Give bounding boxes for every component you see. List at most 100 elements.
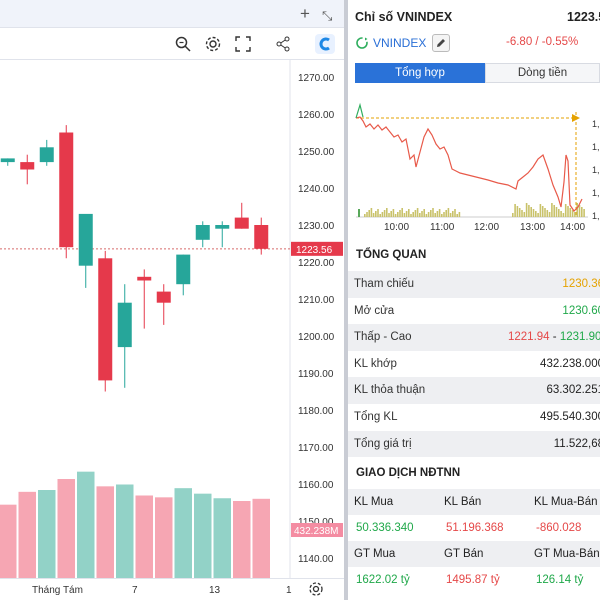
symbol-name[interactable]: VNINDEX xyxy=(373,36,427,50)
volume-bar xyxy=(135,495,153,578)
intraday-price-line xyxy=(355,116,583,212)
intraday-volume-bar xyxy=(416,208,419,217)
settings-gear-icon[interactable] xyxy=(202,33,224,55)
intraday-volume-bar xyxy=(454,209,456,217)
intraday-volume-bar xyxy=(558,209,560,217)
intraday-volume-bar xyxy=(541,206,544,217)
row-value: 1230.60 xyxy=(562,304,600,317)
overview-row-open: Mở cửa 1230.60 xyxy=(348,298,600,325)
high-value: 1231.90 xyxy=(559,331,600,344)
collapse-icon[interactable]: ⤡ xyxy=(322,8,333,23)
intraday-volume-bar xyxy=(408,209,410,217)
x-tick-label: Tháng Tám xyxy=(32,585,83,596)
header-net-value: GT Mua-Bán xyxy=(534,548,600,560)
volume-label-box xyxy=(291,523,343,537)
candle-body[interactable] xyxy=(98,258,113,381)
add-icon[interactable]: + xyxy=(300,4,310,23)
intraday-volume-bar xyxy=(414,210,417,217)
candle-body[interactable] xyxy=(234,217,249,229)
zoom-search-icon[interactable] xyxy=(172,33,194,55)
overview-row-matched-volume: KL khớp 432.238.000 xyxy=(348,351,600,378)
index-change: -6.80 / -0.55% xyxy=(506,36,579,48)
volume-bar xyxy=(252,498,270,578)
intraday-chart[interactable]: 1, 1, 1, 1, 1, 10:00 11:00 12:00 13:00 14:00 xyxy=(348,97,600,237)
row-label: Tham chiếu xyxy=(354,278,415,290)
tab-summary[interactable]: Tổng hợp xyxy=(355,63,485,83)
header-net-volume: KL Mua-Bán xyxy=(534,496,598,508)
row-label: KL khớp xyxy=(354,357,397,370)
refresh-icon[interactable] xyxy=(355,36,369,50)
intraday-volume-bar xyxy=(441,214,443,217)
price-tick-label: 1240.00 xyxy=(298,184,335,195)
intraday-volume-bar xyxy=(562,213,565,217)
intraday-volume-bar xyxy=(383,210,386,217)
intraday-volume-bar xyxy=(581,207,583,217)
header-sell-value: GT Bán xyxy=(444,548,484,560)
intraday-volume-bar xyxy=(403,213,406,217)
time-axis: Tháng Tám 7 13 1 xyxy=(0,578,344,600)
intraday-volume-bar xyxy=(546,210,549,217)
net-volume: -860.028 xyxy=(536,522,582,534)
fullscreen-icon[interactable] xyxy=(232,33,254,55)
row-value: 63.302.251 xyxy=(546,384,600,397)
intraday-volume-bar xyxy=(366,212,368,217)
candle-body[interactable] xyxy=(215,225,230,229)
chart-toolbar xyxy=(0,28,344,60)
candle-body[interactable] xyxy=(195,225,210,240)
volume-bar xyxy=(38,490,56,578)
candle-body[interactable] xyxy=(176,254,191,285)
settings-gear-icon[interactable] xyxy=(308,581,326,599)
intraday-volume-bar xyxy=(445,210,447,217)
x-tick-label: 7 xyxy=(132,585,138,596)
edit-button[interactable] xyxy=(432,34,451,52)
candle-body[interactable] xyxy=(78,213,93,266)
price-tick-label: 1160.00 xyxy=(298,480,334,491)
candlestick-chart[interactable]: 1270.00 1260.00 1250.00 1240.00 1230.00 1220.… xyxy=(0,60,344,578)
tab-cashflow[interactable]: Dòng tiền xyxy=(485,63,600,83)
price-tick-label: 1220.00 xyxy=(298,258,335,269)
intraday-volume-bar xyxy=(514,204,516,217)
intraday-volume-bar xyxy=(390,211,392,217)
share-icon[interactable] xyxy=(272,33,294,55)
intraday-price-tick: 1, xyxy=(592,119,600,129)
net-value: 126.14 tỷ xyxy=(536,574,584,586)
panel-divider[interactable] xyxy=(344,0,348,600)
candle-body[interactable] xyxy=(117,302,132,348)
intraday-volume-bar xyxy=(567,206,569,217)
volume-bar xyxy=(213,498,231,578)
candle-body[interactable] xyxy=(156,291,171,303)
candle-body[interactable] xyxy=(254,225,269,249)
intraday-price-tick: 1, xyxy=(592,211,600,221)
candle-body[interactable] xyxy=(20,162,35,170)
intraday-volume-bar xyxy=(535,211,537,217)
foreign-values-value: 1622.02 tỷ 1495.87 tỷ 126.14 tỷ xyxy=(348,567,600,593)
candle-body[interactable] xyxy=(137,276,152,281)
info-tabs: Tổng hợp Dòng tiền xyxy=(355,63,600,83)
volume-bar xyxy=(233,501,251,578)
intraday-volume-bar xyxy=(394,214,397,217)
candle-body[interactable] xyxy=(39,147,54,163)
intraday-volume-bar xyxy=(388,213,390,217)
intraday-time-label: 13:00 xyxy=(520,222,545,233)
candle-body[interactable] xyxy=(0,158,15,163)
intraday-volume-bar xyxy=(555,207,558,217)
intraday-time-label: 14:00 xyxy=(560,222,585,233)
volume-label: 432.238M xyxy=(294,526,338,537)
intraday-volume-bar xyxy=(405,211,408,217)
price-tick-label: 1270.00 xyxy=(298,73,335,84)
logo-icon[interactable] xyxy=(314,33,336,55)
intraday-volume-bar xyxy=(364,214,366,217)
intraday-volume-bar xyxy=(548,212,551,217)
foreign-values-volume: 50.336.340 51.196.368 -860.028 xyxy=(348,515,600,541)
intraday-volume-bar xyxy=(530,207,532,217)
intraday-volume-bar xyxy=(438,209,441,217)
row-label: Mở cửa xyxy=(354,304,395,317)
intraday-volume-bar xyxy=(583,209,585,217)
symbol-selector[interactable]: VNINDEX xyxy=(355,33,451,53)
current-price-label: 1223.56 xyxy=(296,245,333,256)
x-tick-label: 1 xyxy=(286,585,292,596)
intraday-volume-bar xyxy=(379,214,381,217)
candle-body[interactable] xyxy=(59,132,74,248)
intraday-volume-bar xyxy=(410,214,412,217)
